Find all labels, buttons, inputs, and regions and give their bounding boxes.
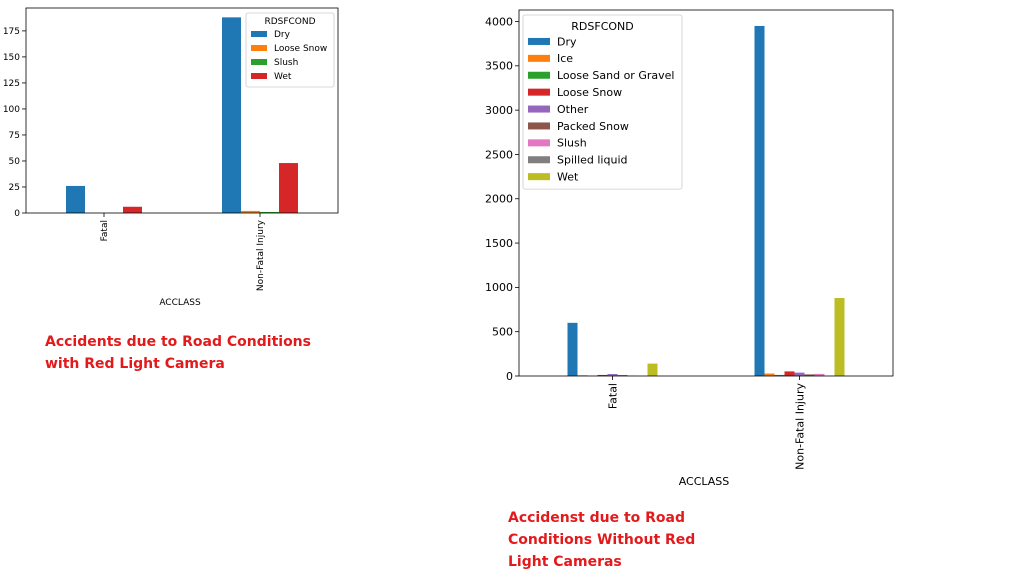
chart2-legend-label: Wet	[557, 171, 579, 184]
chart2-legend-swatch	[528, 88, 550, 96]
chart2-xlabel: ACCLASS	[679, 475, 730, 488]
chart2-legend-label: Loose Sand or Gravel	[557, 69, 674, 82]
chart2-legend-swatch	[528, 173, 550, 181]
chart2-bar-packed-snow-0	[617, 375, 628, 376]
chart1: 0 25 50 75 100 125 150 175 Fatal Non-Fatal Injury…	[3, 7, 339, 308]
chart2-xtick-label: Non-Fatal Injury	[793, 383, 806, 470]
chart2-ytick-label: 3000	[485, 104, 513, 117]
chart2-xtick-label: Fatal	[606, 383, 619, 409]
chart2-legend-label: Ice	[557, 52, 573, 65]
chart1-ytick-label: 175	[3, 27, 20, 37]
chart1-xlabel: ACCLASS	[159, 298, 201, 308]
chart2-legend-box	[522, 14, 683, 190]
chart1-bar-wet-0	[123, 206, 142, 213]
chart2-ytick-label: 2000	[485, 193, 513, 206]
chart2-bar-loose-snow-1	[784, 371, 795, 376]
chart2-ytick-label: 500	[492, 326, 513, 339]
chart1-bar-loose-snow-1	[241, 210, 260, 213]
chart1-legend-label: Dry	[274, 30, 291, 40]
chart1-legend-title: RDSFCOND	[264, 17, 315, 27]
chart2-bar-wet-1	[834, 298, 845, 376]
caption-with-camera: Accidents due to Road Conditions with Re…	[45, 334, 311, 372]
chart1-legend-swatch	[251, 73, 267, 79]
chart2-legend-label: Spilled liquid	[557, 154, 628, 167]
chart2-legend-label: Slush	[557, 137, 587, 150]
chart1-legend-label: Slush	[274, 58, 298, 68]
chart2-legend-swatch	[528, 139, 550, 147]
chart1-bar-slush-1	[260, 211, 279, 213]
chart2-ytick-label: 3500	[485, 60, 513, 73]
chart2-legend-swatch	[528, 156, 550, 164]
chart2-legend-swatch	[528, 122, 550, 130]
chart2-legend-swatch	[528, 37, 550, 45]
chart1-legend-swatch	[251, 31, 267, 37]
chart2-legend-label: Dry	[557, 35, 577, 48]
chart1-xtick-label: Non-Fatal Injury	[256, 219, 266, 291]
chart2-plot-frame	[518, 9, 894, 377]
chart1-legend-swatch	[251, 45, 267, 51]
chart2-ytick-label: 4000	[485, 15, 513, 28]
chart2-ytick-label: 1000	[485, 281, 513, 294]
chart2-bar-slush-1	[814, 373, 825, 376]
chart1-ytick-label: 25	[9, 183, 20, 193]
chart2-bar-loose-snow-0	[597, 374, 608, 376]
chart1-plot-frame	[25, 7, 339, 214]
chart1-ytick-label: 0	[14, 209, 20, 219]
chart2-legend-title: RDSFCOND	[571, 20, 633, 33]
chart1-legend-swatch	[251, 59, 267, 65]
chart2-bar-other-0	[607, 374, 618, 376]
chart2-bar-dry-1	[754, 25, 765, 377]
chart2-ytick-label: 1500	[485, 237, 513, 250]
chart2-ytick-label: 2500	[485, 148, 513, 161]
chart2-legend-swatch	[528, 105, 550, 113]
chart2: 0 500 1000 1500 2000 2500 3000 3500 4000 Fatal Non…	[485, 9, 894, 488]
chart1-ytick-label: 125	[3, 79, 20, 89]
chart2-bar-other-1	[794, 372, 805, 376]
chart1-bar-dry-1	[222, 17, 241, 214]
chart2-legend-label: Other	[557, 103, 589, 116]
chart1-bar-wet-1	[279, 163, 298, 213]
chart2-legend-label: Packed Snow	[557, 120, 629, 133]
chart2-bar-ice-1	[764, 373, 775, 376]
chart1-ytick-label: 50	[9, 157, 21, 167]
chart1-ytick-label: 100	[3, 105, 20, 115]
chart2-ytick-label: 0	[506, 370, 513, 383]
chart1-legend-box	[245, 12, 335, 88]
chart2-bar-wet-0	[647, 363, 658, 376]
chart2-bar-loose-sand-or-gravel-1	[774, 374, 785, 376]
chart2-bar-dry-0	[567, 322, 578, 376]
chart2-legend-swatch	[528, 71, 550, 79]
chart2-bar-packed-snow-1	[804, 374, 815, 376]
caption-without-camera: Accidenst due to Road Conditions Without…	[508, 510, 696, 570]
chart1-xtick-label: Fatal	[100, 220, 110, 241]
chart1-legend-label: Loose Snow	[274, 44, 327, 54]
chart1-legend-label: Wet	[274, 72, 292, 82]
chart2-legend-label: Loose Snow	[557, 86, 622, 99]
chart2-legend-swatch	[528, 54, 550, 62]
chart1-ytick-label: 150	[3, 53, 20, 63]
chart1-ytick-label: 75	[9, 131, 20, 141]
chart1-bar-dry-0	[66, 185, 85, 213]
